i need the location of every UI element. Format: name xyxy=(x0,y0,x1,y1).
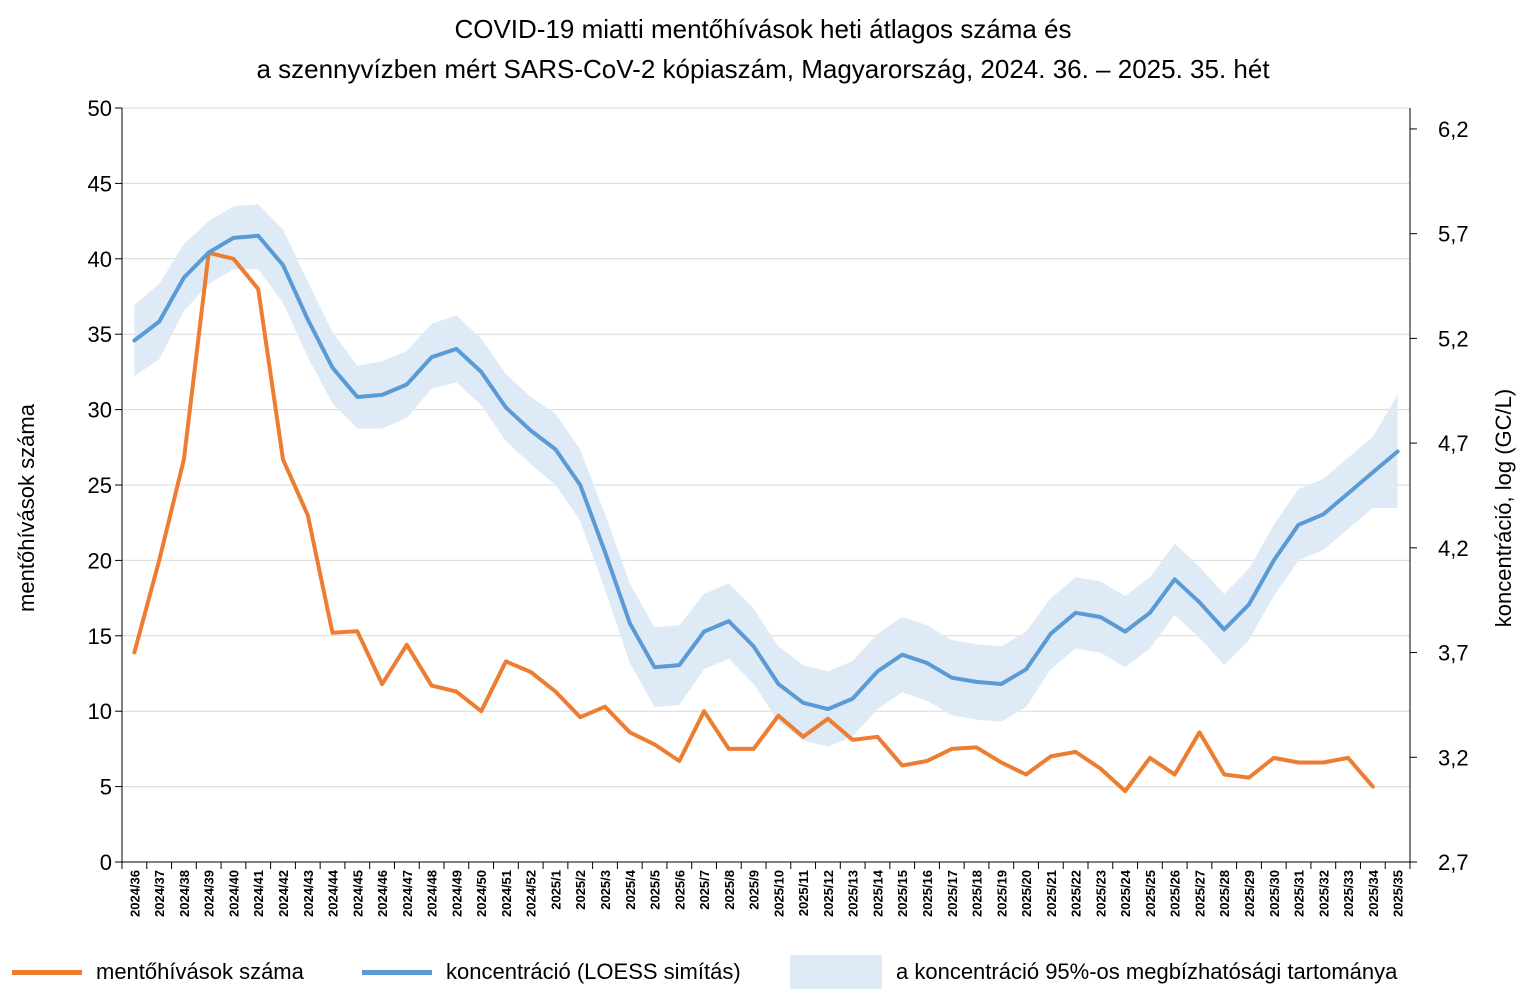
legend-swatch-orange-line xyxy=(12,969,82,975)
y-right-tick-label: 4,2 xyxy=(1438,536,1469,561)
x-tick-label: 2024/37 xyxy=(152,870,167,917)
x-tick-label: 2025/9 xyxy=(747,870,762,910)
chart-title-line1: COVID-19 miatti mentőhívások heti átlago… xyxy=(454,14,1072,44)
axes: 0 5 10 15 20 25 30 35 40 45 50 2,7 3,2 3,7 4,2 4,7 5,2 5,… xyxy=(88,96,1469,917)
x-tick-label: 2025/32 xyxy=(1316,870,1331,917)
y-right-tick-label: 3,7 xyxy=(1438,641,1469,666)
x-tick-label: 2025/12 xyxy=(821,870,836,917)
series-lines xyxy=(132,233,1400,794)
x-tick-label: 2024/51 xyxy=(499,870,514,917)
x-tick-label: 2024/50 xyxy=(474,870,489,917)
y-right-tick-label: 4,7 xyxy=(1438,431,1469,456)
y-right-tick-label: 3,2 xyxy=(1438,745,1469,770)
legend-item-concentration: koncentráció (LOESS simítás) xyxy=(362,955,741,989)
x-tick-label: 2025/33 xyxy=(1341,870,1356,917)
x-tick-label: 2024/46 xyxy=(375,870,390,917)
y-right-tick-label: 5,2 xyxy=(1438,326,1469,351)
y-left-tick-label: 50 xyxy=(88,96,112,121)
series-line-calls xyxy=(132,250,1375,794)
x-tick-label: 2024/42 xyxy=(276,870,291,917)
x-tick-label: 2024/47 xyxy=(400,870,415,917)
y-left-tick-label: 5 xyxy=(100,775,112,800)
legend-item-calls: mentőhívások száma xyxy=(12,955,304,989)
legend-swatch-blue-line xyxy=(362,969,432,975)
x-tick-label: 2025/31 xyxy=(1292,870,1307,917)
x-tick-label: 2025/34 xyxy=(1366,869,1381,917)
confidence-band xyxy=(134,204,1398,747)
y-right-tick-label: 6,2 xyxy=(1438,117,1469,142)
x-tick-label: 2025/15 xyxy=(895,870,910,917)
x-tick-label: 2024/38 xyxy=(177,870,192,917)
x-tick-label: 2025/21 xyxy=(1044,870,1059,917)
x-tick-label: 2024/36 xyxy=(127,870,142,917)
x-tick-label: 2025/14 xyxy=(871,869,886,917)
x-tick-label: 2025/19 xyxy=(994,870,1009,917)
legend-swatch-band xyxy=(790,955,882,989)
x-tick-label: 2025/24 xyxy=(1118,869,1133,917)
x-tick-label: 2024/39 xyxy=(202,870,217,917)
x-tick-label: 2025/13 xyxy=(846,870,861,917)
x-tick-label: 2025/3 xyxy=(598,870,613,910)
x-tick-label: 2025/10 xyxy=(771,870,786,917)
x-tick-label: 2025/7 xyxy=(697,870,712,910)
x-tick-label: 2025/20 xyxy=(1019,870,1034,917)
x-tick-label: 2025/6 xyxy=(672,870,687,910)
chart-title-line2: a szennyvízben mért SARS-CoV-2 kópiaszám… xyxy=(256,54,1270,84)
x-tick-label: 2025/8 xyxy=(722,870,737,910)
series-line-concentration xyxy=(132,233,1400,712)
x-tick-label: 2025/35 xyxy=(1391,870,1406,917)
y-left-tick-label: 40 xyxy=(88,247,112,272)
y-left-tick-label: 15 xyxy=(88,624,112,649)
x-tick-label: 2024/48 xyxy=(425,870,440,917)
y-right-tick-label: 2,7 xyxy=(1438,850,1469,875)
x-tick-label: 2025/17 xyxy=(945,870,960,917)
legend-item-confidence: a koncentráció 95%-os megbízhatósági tar… xyxy=(790,955,1397,989)
x-tick-label: 2025/18 xyxy=(970,870,985,917)
y-axis-right-label: koncentráció, log (GC/L) xyxy=(1491,389,1516,627)
y-left-tick-label: 0 xyxy=(100,850,112,875)
x-tick-label: 2024/41 xyxy=(251,870,266,917)
y-left-tick-label: 35 xyxy=(88,322,112,347)
chart-area: 0 5 10 15 20 25 30 35 40 45 50 2,7 3,2 3,7 4,2 4,7 5,2 5,… xyxy=(14,96,1516,917)
x-tick-label: 2025/2 xyxy=(573,870,588,910)
confidence-band-area xyxy=(134,204,1398,747)
legend-label-confidence: a koncentráció 95%-os megbízhatósági tar… xyxy=(896,959,1398,984)
x-tick-label: 2025/25 xyxy=(1143,870,1158,917)
x-tick-label: 2024/40 xyxy=(227,870,242,917)
x-tick-label: 2025/26 xyxy=(1168,870,1183,917)
x-tick-label: 2025/11 xyxy=(796,870,811,916)
x-tick-label: 2024/44 xyxy=(326,869,341,917)
legend-label-calls: mentőhívások száma xyxy=(96,959,304,984)
y-left-tick-label: 25 xyxy=(88,473,112,498)
x-tick-label: 2025/23 xyxy=(1093,870,1108,917)
x-tick-label: 2025/5 xyxy=(648,870,663,910)
x-tick-label: 2025/22 xyxy=(1069,870,1084,917)
axis-labels: mentőhívások száma koncentráció, log (GC… xyxy=(14,389,1516,627)
y-right-tick-label: 5,7 xyxy=(1438,222,1469,247)
x-tick-label: 2025/16 xyxy=(920,870,935,917)
x-tick-label: 2025/29 xyxy=(1242,870,1257,917)
x-tick-label: 2024/43 xyxy=(301,870,316,917)
x-tick-label: 2024/52 xyxy=(524,870,539,917)
x-tick-label: 2025/1 xyxy=(549,870,564,910)
y-left-tick-label: 10 xyxy=(88,699,112,724)
y-axis-left-label: mentőhívások száma xyxy=(14,403,39,612)
y-left-tick-label: 30 xyxy=(88,398,112,423)
x-tick-label: 2025/28 xyxy=(1217,870,1232,917)
y-left-tick-label: 45 xyxy=(88,171,112,196)
x-tick-label: 2025/30 xyxy=(1267,870,1282,917)
y-left-tick-label: 20 xyxy=(88,548,112,573)
x-tick-label: 2025/27 xyxy=(1193,870,1208,917)
x-tick-label: 2024/45 xyxy=(350,870,365,917)
x-tick-label: 2024/49 xyxy=(449,870,464,917)
x-tick-label: 2025/4 xyxy=(623,869,638,910)
legend-label-concentration: koncentráció (LOESS simítás) xyxy=(446,959,741,984)
